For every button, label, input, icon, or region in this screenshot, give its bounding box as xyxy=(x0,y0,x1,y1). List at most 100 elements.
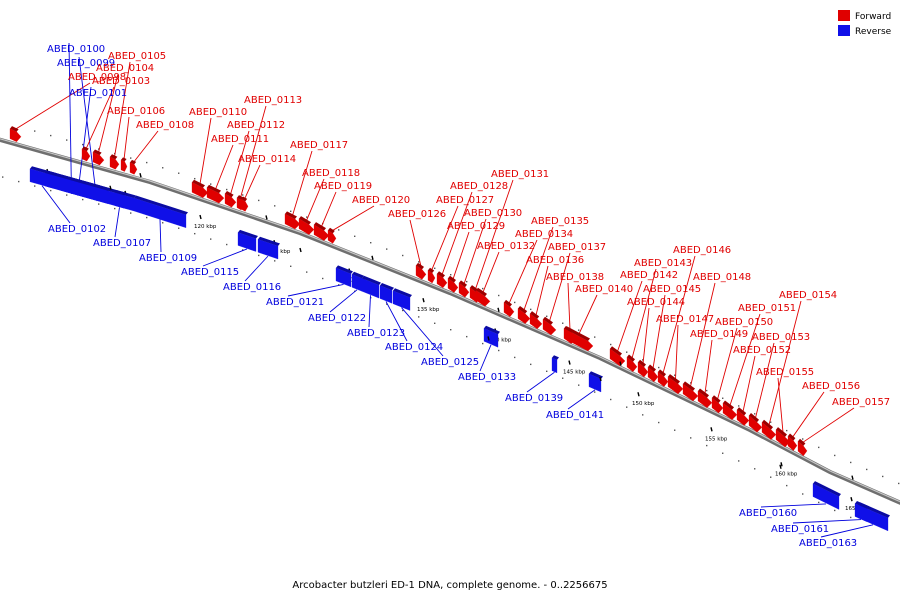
gene-block-abed_0136[interactable] xyxy=(529,313,543,330)
gene-block-abed_0128[interactable] xyxy=(436,273,448,289)
gene-block-abed_0115[interactable] xyxy=(237,232,257,252)
gene-label-abed_0128[interactable]: ABED_0128 xyxy=(450,181,508,192)
gene-block-abed_0137[interactable] xyxy=(542,319,557,336)
gene-block-abed_0132[interactable] xyxy=(475,289,491,307)
gene-block-abed_0106[interactable] xyxy=(120,159,128,172)
gene-label-abed_0124[interactable]: ABED_0124 xyxy=(385,342,443,353)
gene-label-abed_0140[interactable]: ABED_0140 xyxy=(575,284,633,295)
gene-label-abed_0110[interactable]: ABED_0110 xyxy=(189,107,247,118)
gene-block-abed_0112[interactable] xyxy=(224,193,237,208)
gene-label-abed_0155[interactable]: ABED_0155 xyxy=(756,367,814,378)
gene-block-abed_0156[interactable] xyxy=(787,435,798,451)
gene-label-abed_0117[interactable]: ABED_0117 xyxy=(290,140,348,151)
guide-dot xyxy=(306,271,308,273)
gene-block-abed_0101[interactable] xyxy=(46,173,109,204)
gene-label-abed_0137[interactable]: ABED_0137 xyxy=(548,242,606,253)
gene-label-abed_0126[interactable]: ABED_0126 xyxy=(388,209,446,220)
gene-label-abed_0107[interactable]: ABED_0107 xyxy=(93,238,151,249)
gene-label-abed_0145[interactable]: ABED_0145 xyxy=(643,284,701,295)
gene-label-abed_0163[interactable]: ABED_0163 xyxy=(799,538,857,549)
gene-block-bevel xyxy=(207,184,221,194)
gene-block-abed_0123[interactable] xyxy=(361,278,380,299)
gene-label-abed_0102[interactable]: ABED_0102 xyxy=(48,224,106,235)
gene-block-abed_0107[interactable] xyxy=(114,192,125,209)
gene-label-abed_0149[interactable]: ABED_0149 xyxy=(690,329,748,340)
gene-block-abed_0105[interactable] xyxy=(109,156,120,170)
gene-label-abed_0125[interactable]: ABED_0125 xyxy=(421,357,479,368)
guide-dot xyxy=(690,437,692,439)
gene-label-abed_0113[interactable]: ABED_0113 xyxy=(244,95,302,106)
gene-label-abed_0103[interactable]: ABED_0103 xyxy=(92,76,150,87)
gene-block-abed_0148[interactable] xyxy=(682,383,699,402)
gene-label-abed_0111[interactable]: ABED_0111 xyxy=(211,134,269,145)
gene-block-abed_0126[interactable] xyxy=(415,265,427,280)
gene-block-abed_0151[interactable] xyxy=(722,402,738,420)
scale-tick-label: 125 kbp xyxy=(268,249,291,255)
gene-label-abed_0120[interactable]: ABED_0120 xyxy=(352,195,410,206)
gene-label-abed_0156[interactable]: ABED_0156 xyxy=(802,381,860,392)
gene-label-abed_0108[interactable]: ABED_0108 xyxy=(136,120,194,131)
gene-label-abed_0142[interactable]: ABED_0142 xyxy=(620,270,678,281)
gene-block-abed_0147[interactable] xyxy=(667,376,684,395)
gene-block-abed_0098[interactable] xyxy=(9,128,22,142)
gene-block-abed_0142[interactable] xyxy=(609,348,626,367)
gene-block-abed_0110[interactable] xyxy=(191,182,209,198)
gene-label-abed_0130[interactable]: ABED_0130 xyxy=(464,208,522,219)
gene-label-abed_0114[interactable]: ABED_0114 xyxy=(238,154,296,165)
gene-label-abed_0151[interactable]: ABED_0151 xyxy=(738,303,796,314)
gene-block-abed_0108[interactable] xyxy=(129,162,138,175)
gene-label-abed_0100[interactable]: ABED_0100 xyxy=(47,44,105,55)
gene-label-abed_0148[interactable]: ABED_0148 xyxy=(693,272,751,283)
gene-label-abed_0133[interactable]: ABED_0133 xyxy=(458,372,516,383)
gene-label-abed_0119[interactable]: ABED_0119 xyxy=(314,181,372,192)
gene-label-abed_0143[interactable]: ABED_0143 xyxy=(634,258,692,269)
gene-block-bevel xyxy=(798,438,806,446)
gene-block-abed_0116[interactable] xyxy=(257,239,279,260)
gene-label-abed_0144[interactable]: ABED_0144 xyxy=(627,297,685,308)
gene-block-abed_0146[interactable] xyxy=(657,371,669,387)
gene-label-abed_0099[interactable]: ABED_0099 xyxy=(57,58,115,69)
gene-label-abed_0139[interactable]: ABED_0139 xyxy=(505,393,563,404)
gene-block-abed_0120[interactable] xyxy=(327,229,337,244)
gene-label-abed_0160[interactable]: ABED_0160 xyxy=(739,508,797,519)
gene-block-abed_0149[interactable] xyxy=(697,390,713,408)
gene-label-abed_0134[interactable]: ABED_0134 xyxy=(515,229,573,240)
gene-label-abed_0121[interactable]: ABED_0121 xyxy=(266,297,324,308)
gene-block-abed_0135[interactable] xyxy=(517,308,531,324)
gene-label-abed_0141[interactable]: ABED_0141 xyxy=(546,410,604,421)
gene-block-abed_0152[interactable] xyxy=(736,409,750,426)
gene-label-abed_0112[interactable]: ABED_0112 xyxy=(227,120,285,131)
gene-label-abed_0101[interactable]: ABED_0101 xyxy=(69,88,127,99)
gene-label-abed_0154[interactable]: ABED_0154 xyxy=(779,290,837,301)
gene-block-abed_0139[interactable] xyxy=(551,357,558,374)
gene-label-abed_0106[interactable]: ABED_0106 xyxy=(107,106,165,117)
gene-label-abed_0104[interactable]: ABED_0104 xyxy=(96,63,154,74)
gene-label-abed_0152[interactable]: ABED_0152 xyxy=(733,345,791,356)
guide-dot xyxy=(322,277,324,280)
gene-label-abed_0127[interactable]: ABED_0127 xyxy=(436,195,494,206)
gene-label-abed_0123[interactable]: ABED_0123 xyxy=(347,328,405,339)
gene-label-abed_0147[interactable]: ABED_0147 xyxy=(656,314,714,325)
gene-label-abed_0122[interactable]: ABED_0122 xyxy=(308,313,366,324)
gene-label-abed_0132[interactable]: ABED_0132 xyxy=(477,241,535,252)
gene-block-abed_0103[interactable] xyxy=(81,148,91,162)
gene-label-abed_0098[interactable]: ABED_0098 xyxy=(68,72,126,83)
gene-block-abed_0143[interactable] xyxy=(626,356,638,372)
gene-block-abed_0157[interactable] xyxy=(797,440,808,457)
gene-label-abed_0136[interactable]: ABED_0136 xyxy=(526,255,584,266)
gene-label-abed_0116[interactable]: ABED_0116 xyxy=(223,282,281,293)
gene-label-abed_0131[interactable]: ABED_0131 xyxy=(491,169,549,180)
gene-label-abed_0161[interactable]: ABED_0161 xyxy=(771,524,829,535)
gene-label-abed_0129[interactable]: ABED_0129 xyxy=(447,221,505,232)
gene-label-abed_0109[interactable]: ABED_0109 xyxy=(139,253,197,264)
gene-label-abed_0118[interactable]: ABED_0118 xyxy=(302,168,360,179)
gene-label-abed_0146[interactable]: ABED_0146 xyxy=(673,245,731,256)
gene-block-abed_0145[interactable] xyxy=(647,366,659,383)
gene-label-abed_0157[interactable]: ABED_0157 xyxy=(832,397,890,408)
gene-label-abed_0115[interactable]: ABED_0115 xyxy=(181,267,239,278)
gene-label-abed_0105[interactable]: ABED_0105 xyxy=(108,51,166,62)
gene-label-abed_0150[interactable]: ABED_0150 xyxy=(715,317,773,328)
gene-label-abed_0135[interactable]: ABED_0135 xyxy=(531,216,589,227)
gene-label-abed_0153[interactable]: ABED_0153 xyxy=(752,332,810,343)
gene-label-abed_0138[interactable]: ABED_0138 xyxy=(546,272,604,283)
